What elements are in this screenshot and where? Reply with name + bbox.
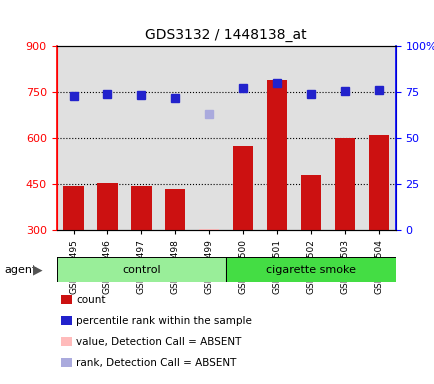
Text: count: count — [76, 295, 105, 305]
Bar — [199, 229, 219, 230]
Bar — [165, 189, 185, 230]
Bar — [56, 257, 226, 282]
Text: value, Detection Call = ABSENT: value, Detection Call = ABSENT — [76, 337, 241, 347]
Text: ▶: ▶ — [33, 263, 42, 276]
Title: GDS3132 / 1448138_at: GDS3132 / 1448138_at — [145, 28, 306, 42]
Bar — [131, 186, 151, 230]
Text: percentile rank within the sample: percentile rank within the sample — [76, 316, 251, 326]
Bar — [97, 183, 117, 230]
Bar — [334, 138, 354, 230]
Bar — [226, 257, 395, 282]
Bar — [233, 146, 253, 230]
Bar — [300, 175, 320, 230]
Text: cigarette smoke: cigarette smoke — [266, 265, 355, 275]
Text: agent: agent — [4, 265, 36, 275]
Bar — [368, 135, 388, 230]
Bar — [266, 80, 286, 230]
Text: control: control — [122, 265, 160, 275]
Text: rank, Detection Call = ABSENT: rank, Detection Call = ABSENT — [76, 358, 236, 368]
Bar — [63, 186, 83, 230]
